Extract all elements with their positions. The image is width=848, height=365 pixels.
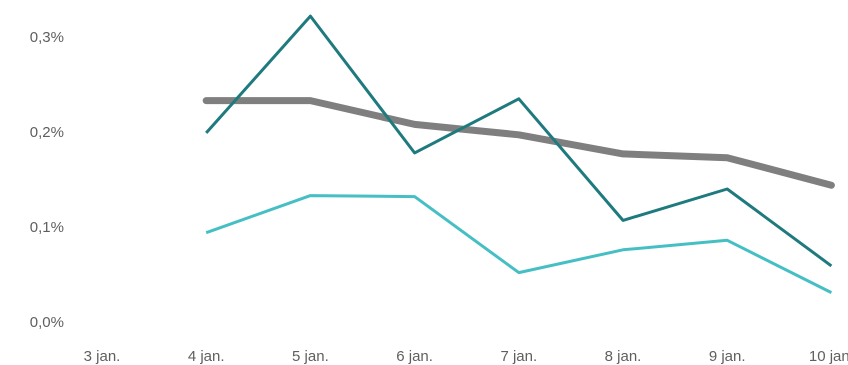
x-tick-label: 8 jan. bbox=[605, 348, 642, 365]
y-tick-label: 0,2% bbox=[30, 124, 64, 141]
x-axis: 3 jan. 4 jan. 5 jan. 6 jan. 7 jan. 8 jan. 9 ja… bbox=[84, 348, 848, 365]
y-axis: 0,0% 0,1% 0,2% 0,3% bbox=[30, 29, 64, 331]
x-tick-label: 9 jan. bbox=[709, 348, 746, 365]
x-tick-label: 3 jan. bbox=[84, 348, 121, 365]
x-tick-label: 5 jan. bbox=[292, 348, 329, 365]
series-layer bbox=[202, 14, 835, 294]
x-tick-label: 10 jan. bbox=[809, 348, 848, 365]
series-line-1 bbox=[205, 14, 833, 268]
y-tick-label: 0,3% bbox=[30, 29, 64, 46]
x-tick-label: 7 jan. bbox=[500, 348, 537, 365]
series-line-2 bbox=[205, 194, 833, 294]
x-tick-label: 4 jan. bbox=[188, 348, 225, 365]
y-tick-label: 0,1% bbox=[30, 219, 64, 236]
series-line-0 bbox=[202, 97, 835, 189]
y-tick-label: 0,0% bbox=[30, 314, 64, 331]
x-tick-label: 6 jan. bbox=[396, 348, 433, 365]
